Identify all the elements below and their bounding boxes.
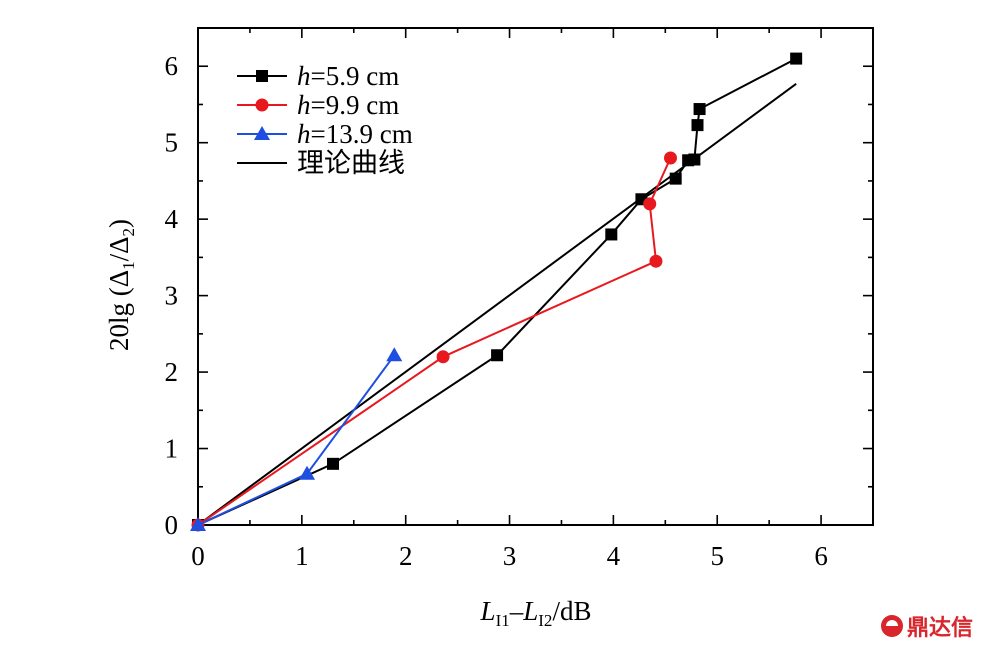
data-point [190, 517, 206, 531]
legend-marker [254, 126, 270, 140]
series-line [197, 157, 672, 526]
y-axis-title: 20lg (Δ1/Δ2) [104, 219, 138, 351]
data-point [299, 465, 316, 480]
legend-label: 理论曲线 [297, 148, 405, 178]
legend-item-0: h=5.9 cm [237, 61, 399, 91]
x-tick-label: 6 [814, 541, 828, 571]
series-0 [192, 52, 803, 531]
data-point [436, 350, 450, 364]
series-group [190, 52, 803, 532]
tick-marks [197, 27, 874, 526]
data-point [691, 119, 704, 132]
x-tick-label: 3 [503, 541, 517, 571]
y-tick-label: 6 [165, 51, 179, 81]
legend-label: h=13.9 cm [297, 119, 413, 149]
y-tick-label: 1 [165, 434, 179, 464]
legend-marker [255, 98, 269, 112]
legend-label: h=9.9 cm [297, 90, 399, 120]
data-point [491, 349, 504, 362]
series-1 [191, 151, 677, 532]
x-tick-label: 5 [710, 541, 724, 571]
series-3 [197, 82, 797, 526]
data-point [790, 52, 803, 65]
series-2 [190, 347, 403, 531]
data-point [605, 228, 618, 241]
data-point [327, 457, 339, 470]
legend-item-2: h=13.9 cm [237, 119, 413, 149]
data-point [649, 254, 663, 268]
axes [197, 27, 874, 526]
legend-item-1: h=9.9 cm [237, 90, 399, 120]
legend-marker [256, 70, 268, 82]
data-point [669, 172, 682, 185]
x-axis-title: LI1–LI2/dB [480, 596, 592, 630]
legend-item-3: 理论曲线 [237, 148, 405, 178]
data-point [643, 197, 657, 211]
data-point [693, 103, 706, 116]
plot-frame [197, 27, 874, 526]
y-tick-label: 4 [165, 204, 179, 234]
series-line [197, 82, 797, 526]
x-tick-label: 1 [295, 541, 309, 571]
tick-labels: 0 1 2 3 4 5 6 0 1 2 3 4 5 6 [165, 51, 828, 571]
x-tick-label: 4 [607, 541, 621, 571]
x-tick-label: 0 [191, 541, 205, 571]
series-line [197, 354, 396, 526]
x-tick-label: 2 [399, 541, 413, 571]
y-tick-label: 5 [165, 128, 179, 158]
series-line [197, 57, 797, 526]
watermark-text: 鼎达信 [906, 616, 973, 641]
data-point [386, 347, 403, 362]
data-point [688, 153, 701, 166]
y-tick-label: 3 [165, 281, 179, 311]
y-tick-label: 0 [165, 510, 179, 540]
data-point [664, 151, 677, 165]
watermark-logo-icon [880, 615, 903, 637]
legend-label: h=5.9 cm [297, 61, 399, 91]
y-tick-label: 2 [165, 357, 179, 387]
watermark: 鼎达信 [880, 610, 973, 642]
